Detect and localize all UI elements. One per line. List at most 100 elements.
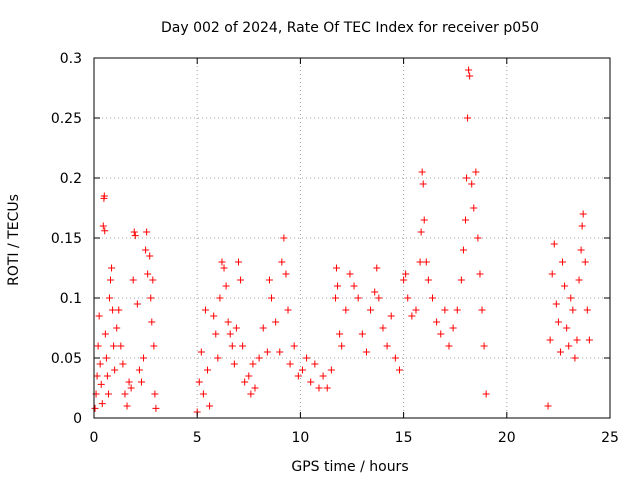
data-point <box>375 294 383 302</box>
data-point <box>579 210 587 218</box>
data-point <box>149 276 157 284</box>
data-point <box>212 330 220 338</box>
data-point <box>210 312 218 320</box>
data-point <box>226 330 234 338</box>
data-point <box>319 372 327 380</box>
data-point <box>556 348 564 356</box>
data-point <box>143 228 151 236</box>
data-point <box>472 168 480 176</box>
data-point <box>284 306 292 314</box>
data-point <box>220 264 228 272</box>
data-point <box>567 294 575 302</box>
data-point <box>470 204 478 212</box>
data-point <box>133 300 141 308</box>
data-point <box>428 294 436 302</box>
data-point <box>268 294 276 302</box>
data-point <box>422 258 430 266</box>
data-point <box>474 234 482 242</box>
data-point <box>104 390 112 398</box>
data-point <box>298 366 306 374</box>
data-point <box>206 402 214 410</box>
data-point <box>408 312 416 320</box>
data-point <box>93 372 101 380</box>
data-point <box>420 216 428 224</box>
data-point <box>131 232 139 240</box>
data-point <box>130 228 138 236</box>
data-point <box>102 354 110 362</box>
data-point <box>101 227 109 235</box>
y-tick-label: 0 <box>73 411 82 427</box>
data-point <box>218 258 226 266</box>
data-point <box>464 114 472 122</box>
data-point <box>263 348 271 356</box>
data-point <box>99 222 107 230</box>
data-point <box>97 380 105 388</box>
data-point <box>315 384 323 392</box>
data-point <box>129 276 137 284</box>
data-point <box>342 306 350 314</box>
data-point <box>150 342 158 350</box>
data-point <box>105 294 113 302</box>
data-point <box>307 378 315 386</box>
data-point <box>137 378 145 386</box>
data-point <box>449 324 457 332</box>
data-point <box>247 390 255 398</box>
data-points <box>91 66 593 416</box>
data-point <box>383 342 391 350</box>
data-point <box>323 384 331 392</box>
data-point <box>561 282 569 290</box>
data-point <box>199 390 207 398</box>
data-point <box>416 258 424 266</box>
data-point <box>441 306 449 314</box>
data-point <box>280 234 288 242</box>
data-point <box>354 294 362 302</box>
data-point <box>583 306 591 314</box>
data-point <box>459 246 467 254</box>
data-point <box>111 366 119 374</box>
data-point <box>476 270 484 278</box>
data-point <box>402 270 410 278</box>
data-point <box>468 180 476 188</box>
data-point <box>214 354 222 362</box>
data-point <box>373 264 381 272</box>
data-point <box>98 400 106 408</box>
data-point <box>91 404 99 412</box>
y-tick-label: 0.1 <box>60 291 82 307</box>
data-point <box>424 276 432 284</box>
data-point <box>465 66 473 74</box>
x-axis-label: GPS time / hours <box>291 459 408 475</box>
data-point <box>417 228 425 236</box>
data-point <box>578 222 586 230</box>
data-point <box>563 324 571 332</box>
data-point <box>395 366 403 374</box>
data-point <box>276 348 284 356</box>
data-point <box>117 342 125 350</box>
data-point <box>333 264 341 272</box>
data-point <box>237 276 245 284</box>
data-point <box>466 72 474 80</box>
data-point <box>101 330 109 338</box>
data-point <box>478 306 486 314</box>
data-point <box>144 270 152 278</box>
data-point <box>400 276 408 284</box>
data-point <box>94 342 102 350</box>
data-point <box>113 324 121 332</box>
chart-title: Day 002 of 2024, Rate Of TEC Index for r… <box>161 20 539 36</box>
data-point <box>419 180 427 188</box>
data-point <box>96 360 104 368</box>
data-point <box>239 342 247 350</box>
data-point <box>151 390 159 398</box>
data-point <box>108 264 116 272</box>
y-axis-label: ROTI / TECUs <box>6 194 22 286</box>
data-point <box>259 324 267 332</box>
data-point <box>552 300 560 308</box>
data-point <box>362 348 370 356</box>
data-point <box>569 306 577 314</box>
data-point <box>146 252 154 260</box>
data-point <box>290 342 298 350</box>
data-point <box>119 360 127 368</box>
data-point <box>224 318 232 326</box>
data-point <box>334 282 342 290</box>
data-point <box>457 276 465 284</box>
